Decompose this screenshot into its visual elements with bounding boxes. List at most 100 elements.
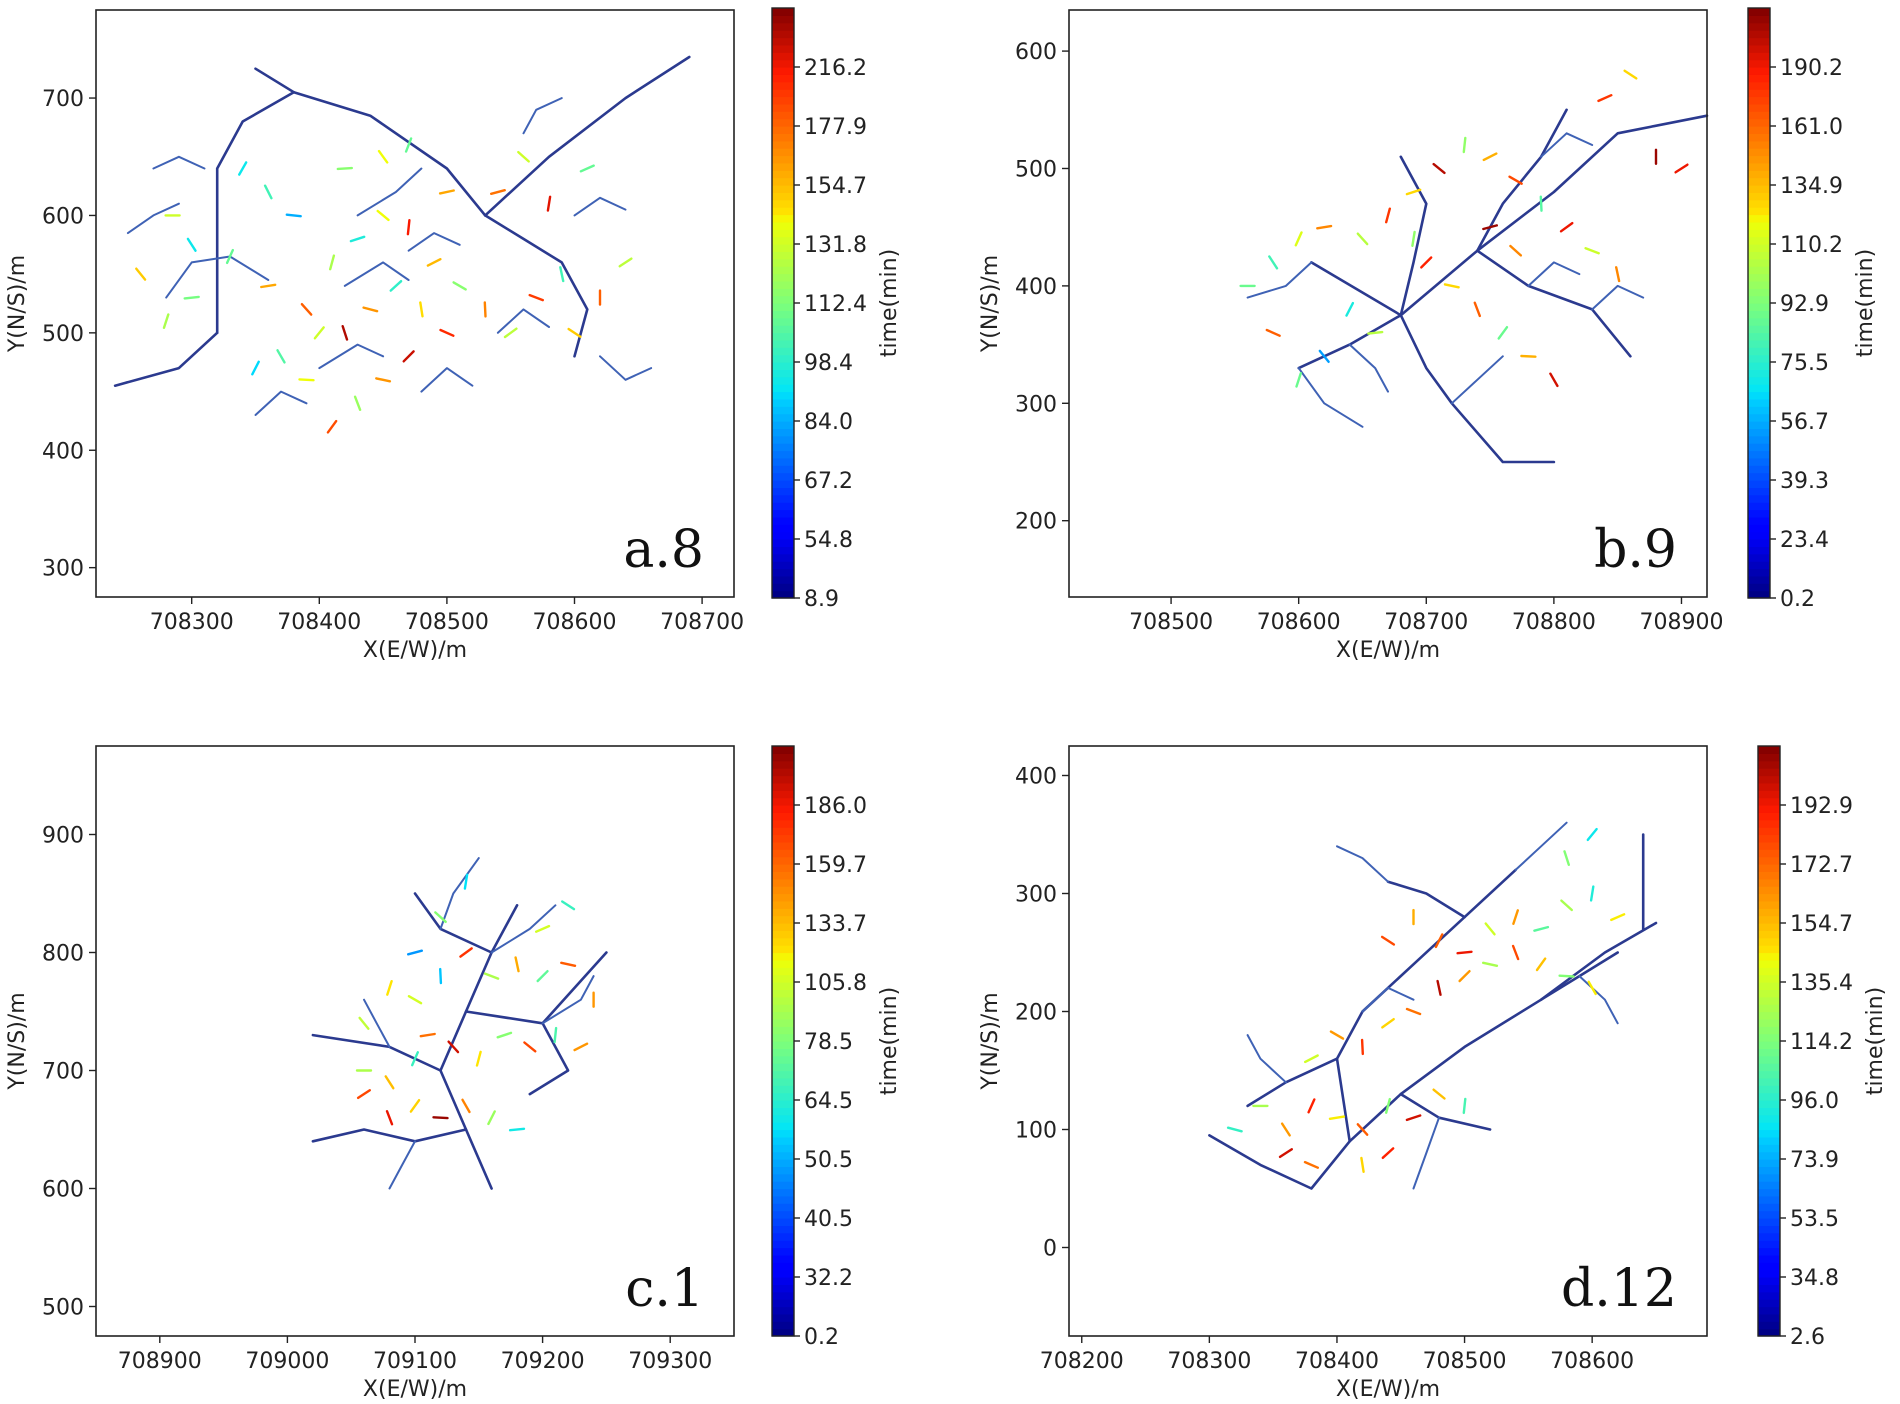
panel-a: 708300 708400 708500 708600 708700 300 400 500 6… (5, 7, 902, 663)
data-point (1405, 188, 1422, 196)
colorbar-band (772, 221, 794, 230)
colorbar-band (772, 583, 794, 592)
branch-line (496, 308, 550, 334)
data-point (487, 1110, 496, 1126)
colorbar-band (772, 561, 794, 570)
colorbar-band (1758, 805, 1780, 813)
colorbar-band (1748, 288, 1770, 297)
branch-line (490, 904, 557, 954)
data-point (1497, 326, 1509, 340)
colorbar-band (1758, 996, 1780, 1005)
y-tick-label: 300 (1015, 883, 1057, 908)
data-point (1405, 1007, 1422, 1016)
colorbar-band (772, 1269, 794, 1278)
data-point (251, 360, 260, 376)
y-tick-label: 200 (1015, 510, 1057, 535)
data-point (1586, 827, 1598, 842)
data-point (447, 1040, 460, 1054)
branch-line (439, 857, 480, 930)
colorbar-band (772, 398, 794, 407)
colorbar-band (772, 524, 794, 533)
x-axis-label: X(E/W)/m (363, 1377, 467, 1402)
colorbar-band (772, 805, 794, 813)
colorbar-tick-label: 56.7 (1780, 410, 1829, 435)
colorbar-band (772, 465, 794, 474)
y-tick-label: 600 (42, 204, 84, 229)
colorbar-band (1758, 1225, 1780, 1234)
colorbar-band (1758, 1144, 1780, 1153)
colorbar-band (1748, 52, 1770, 61)
colorbar-band (772, 1129, 794, 1138)
colorbar-band (772, 391, 794, 400)
data-point (225, 248, 235, 265)
data-point (1411, 230, 1416, 248)
colorbar-band (772, 1210, 794, 1219)
colorbar-tick-label: 78.5 (804, 1030, 853, 1055)
x-tick-label: 708500 (1129, 610, 1213, 635)
colorbar-tick-label: 64.5 (804, 1089, 853, 1114)
data-point (560, 961, 577, 967)
x-tick-label: 708700 (1384, 610, 1468, 635)
data-point (402, 350, 415, 363)
colorbar-band (1758, 1136, 1780, 1145)
colorbar-band (772, 1262, 794, 1271)
data-point (432, 1116, 449, 1120)
data-point (1226, 1126, 1243, 1133)
colorbar-band (772, 59, 794, 68)
colorbar-band (772, 753, 794, 762)
colorbar-band (772, 310, 794, 319)
data-point (1509, 244, 1523, 257)
branch-line (1246, 1034, 1287, 1084)
y-axis-label: Y(N/S)/m (978, 255, 1003, 353)
colorbar-tick-label: 2.6 (1790, 1325, 1825, 1350)
colorbar-band (772, 421, 794, 429)
colorbar-band (1748, 192, 1770, 201)
branch-line (388, 1140, 416, 1190)
colorbar-band (1758, 834, 1780, 843)
x-tick-label: 708500 (405, 610, 489, 635)
colorbar-band (1748, 266, 1770, 275)
colorbar-band (1758, 1203, 1780, 1212)
colorbar-band (1748, 494, 1770, 503)
colorbar-band (772, 1218, 794, 1226)
colorbar-band (1748, 185, 1770, 193)
colorbar-band (1758, 775, 1780, 784)
colorbar-band (1758, 937, 1780, 946)
colorbar-band (772, 1240, 794, 1249)
y-tick-label: 400 (1015, 275, 1057, 300)
data-point (376, 209, 390, 222)
colorbar-band (772, 1291, 794, 1300)
colorbar-band (772, 790, 794, 799)
trunk-line (1297, 313, 1403, 370)
colorbar-band (772, 782, 794, 791)
branch-line (318, 343, 385, 370)
colorbar-label: time(min) (877, 987, 902, 1095)
colorbar-band (772, 1048, 794, 1057)
colorbar-tick-label: 186.0 (804, 794, 867, 819)
x-axis-label: X(E/W)/m (1336, 638, 1440, 663)
colorbar-tick-label: 8.9 (804, 587, 839, 612)
colorbar-band (772, 1181, 794, 1190)
data-point (490, 188, 506, 196)
colorbar-tick-label: 190.2 (1780, 56, 1843, 81)
colorbar-band (1748, 30, 1770, 39)
y-tick-label: 300 (1015, 392, 1057, 417)
colorbar-tick-label: 32.2 (804, 1266, 853, 1291)
colorbar-band (1748, 435, 1770, 444)
colorbar-band (1758, 930, 1780, 939)
data-point (618, 257, 633, 268)
data-point (326, 419, 338, 434)
data-point (384, 1075, 395, 1090)
data-point (1614, 266, 1621, 283)
colorbar-band (772, 317, 794, 326)
data-point (1295, 372, 1303, 388)
colorbar-band (1758, 1092, 1780, 1101)
colorbar-band (772, 199, 794, 208)
colorbar-band (772, 1151, 794, 1160)
colorbar-band (772, 472, 794, 481)
colorbar-band (772, 1033, 794, 1042)
colorbar-tick-label: 131.8 (804, 233, 867, 258)
x-tick-label: 708400 (1295, 1349, 1379, 1374)
data-point (1458, 970, 1471, 983)
colorbar-band (1758, 797, 1780, 806)
